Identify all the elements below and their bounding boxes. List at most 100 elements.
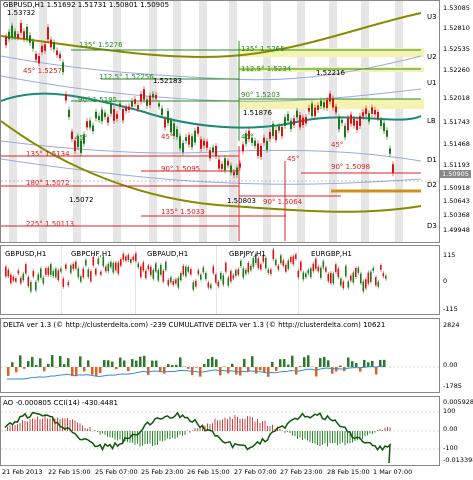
- candlestick: [311, 100, 313, 120]
- candlestick: [161, 105, 163, 119]
- band-label-u2: U2: [427, 53, 437, 61]
- candlestick: [152, 90, 154, 101]
- delta-bar: [31, 356, 34, 367]
- price-label: 1.52183: [153, 77, 182, 85]
- candlestick: [377, 279, 380, 289]
- delta-bar: [151, 360, 154, 367]
- candlestick: [20, 275, 22, 286]
- candlestick: [322, 259, 325, 270]
- candlestick: [297, 268, 300, 280]
- candlestick: [87, 267, 90, 279]
- candlestick: [290, 254, 292, 264]
- delta-bar: [131, 359, 134, 367]
- delta-bar: [251, 356, 254, 367]
- ao-cci-panel[interactable]: AO -0.000805 CCI(14) -430.4481: [0, 396, 440, 466]
- candlestick: [83, 131, 85, 147]
- candlestick: [172, 279, 175, 287]
- delta-bar: [19, 355, 22, 367]
- candlestick: [95, 108, 97, 122]
- delta-bar: [259, 367, 262, 371]
- candlestick: [152, 268, 155, 281]
- time-axis: 21 Feb 2013 22 Feb 15:00 25 Feb 07:00 25…: [2, 468, 413, 476]
- delta-bar: [95, 367, 98, 377]
- candlestick: [17, 268, 20, 276]
- candlestick: [222, 273, 225, 287]
- candlestick: [385, 273, 387, 281]
- candlestick: [41, 42, 43, 56]
- level-label: 90° 1.5195: [78, 96, 118, 104]
- delta-bar: [27, 361, 30, 367]
- candlestick: [247, 261, 250, 275]
- candlestick: [173, 120, 175, 140]
- delta-bar: [299, 366, 302, 367]
- candlestick: [128, 103, 130, 114]
- main-price-chart[interactable]: GBPUSD,H1 1.51692 1.51731 1.50801 1.5090…: [0, 0, 440, 243]
- price-label: 1.50803: [227, 197, 256, 205]
- main-price-scale[interactable]: 1.53085 1.52810 1.52535 1.52260 1.52018 …: [440, 4, 471, 234]
- candlestick: [135, 251, 137, 264]
- candlestick: [27, 275, 30, 289]
- candlestick: [177, 276, 180, 290]
- delta-bar: [363, 359, 366, 367]
- candlestick: [98, 113, 100, 124]
- candlestick: [267, 267, 270, 275]
- delta-bar: [127, 367, 130, 372]
- delta-bar: [139, 356, 142, 367]
- candlestick: [47, 24, 49, 43]
- band-label-d1: D1: [427, 156, 437, 164]
- delta-panel[interactable]: DELTA ver 1.3 (© http://clusterdelta.com…: [0, 318, 440, 393]
- candlestick: [272, 120, 274, 140]
- candlestick: [182, 263, 185, 277]
- candlestick: [284, 114, 286, 129]
- candlestick: [342, 279, 345, 291]
- pairs-panel[interactable]: GBPUSD,H1 GBPCHF,H1 GBPAUD,H1 GBPJPY,H1 …: [0, 245, 440, 315]
- candlestick: [375, 275, 377, 288]
- level-label: 225° 1.50113: [26, 220, 75, 228]
- candlestick: [380, 263, 382, 272]
- candlestick: [104, 109, 106, 120]
- candlestick: [122, 251, 125, 262]
- candlestick: [362, 109, 364, 120]
- candlestick: [113, 106, 115, 124]
- candlestick: [212, 264, 215, 275]
- band-label-d3: D3: [427, 222, 437, 230]
- candlestick: [205, 270, 207, 282]
- band-label-d2: D2: [427, 181, 437, 189]
- ao-title: AO -0.000805 CCI(14) -430.4481: [3, 399, 118, 407]
- candlestick: [56, 47, 58, 58]
- candlestick: [170, 275, 172, 285]
- candlestick: [293, 115, 295, 129]
- candlestick: [116, 111, 118, 122]
- candlestick: [368, 110, 370, 125]
- candlestick: [17, 30, 19, 41]
- candlestick: [90, 269, 92, 284]
- pair-label: GBPCHF,H1: [71, 250, 112, 258]
- candlestick: [230, 269, 232, 284]
- candlestick: [263, 134, 265, 146]
- candlestick: [146, 96, 148, 109]
- candlestick: [207, 280, 210, 290]
- delta-bar: [255, 367, 258, 374]
- candlestick: [242, 266, 245, 280]
- delta-bar: [11, 362, 14, 367]
- delta-bar: [355, 363, 358, 367]
- candlestick: [224, 155, 226, 174]
- delta-bar: [331, 367, 334, 374]
- candlestick: [386, 127, 388, 140]
- candlestick: [377, 109, 379, 122]
- candlestick: [302, 114, 304, 128]
- level-label: 45°: [241, 133, 254, 141]
- delta-bar: [235, 367, 238, 375]
- price-chart-canvas[interactable]: [1, 1, 440, 243]
- delta-bar: [187, 367, 190, 369]
- level-label: 112.5° 1.52256: [99, 73, 154, 81]
- delta-bar: [35, 365, 38, 367]
- delta-title: DELTA ver 1.3 (© http://clusterdelta.com…: [3, 321, 386, 329]
- candlestick: [275, 127, 277, 144]
- candlestick: [206, 138, 208, 151]
- delta-bar: [307, 355, 310, 367]
- candlestick: [149, 92, 151, 109]
- candlestick: [130, 256, 132, 265]
- delta-bar: [51, 355, 54, 367]
- candlestick: [305, 113, 307, 127]
